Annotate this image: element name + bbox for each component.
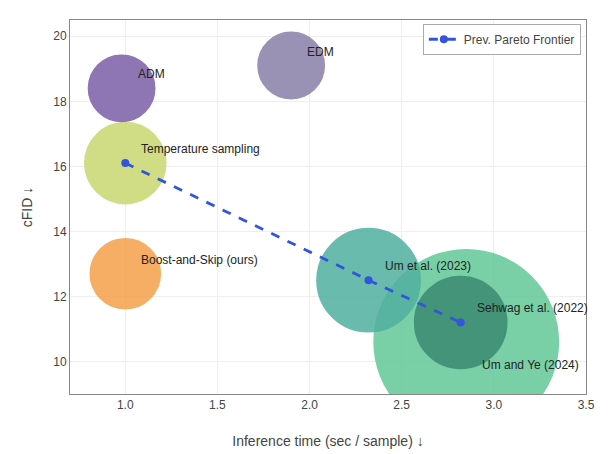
svg-text:Boost-and-Skip (ours): Boost-and-Skip (ours) xyxy=(141,253,258,267)
svg-text:1.0: 1.0 xyxy=(117,398,134,412)
svg-text:14: 14 xyxy=(53,225,67,239)
svg-text:3.5: 3.5 xyxy=(578,398,595,412)
svg-text:10: 10 xyxy=(53,355,67,369)
svg-text:16: 16 xyxy=(53,160,67,174)
svg-text:Um and Ye (2024): Um and Ye (2024) xyxy=(482,358,579,372)
svg-text:3.0: 3.0 xyxy=(486,398,503,412)
svg-text:EDM: EDM xyxy=(307,45,334,59)
svg-text:2.0: 2.0 xyxy=(301,398,318,412)
svg-text:Temperature sampling: Temperature sampling xyxy=(141,142,260,156)
svg-text:Inference time (sec / sample): Inference time (sec / sample) ↓ xyxy=(232,433,423,449)
svg-text:18: 18 xyxy=(53,95,67,109)
svg-text:Um et al. (2023): Um et al. (2023) xyxy=(385,259,471,273)
svg-text:12: 12 xyxy=(53,290,67,304)
svg-text:1.5: 1.5 xyxy=(209,398,226,412)
svg-text:Prev. Pareto Frontier: Prev. Pareto Frontier xyxy=(464,33,574,47)
svg-text:2.5: 2.5 xyxy=(393,398,410,412)
svg-text:ADM: ADM xyxy=(138,67,165,81)
svg-text:20: 20 xyxy=(53,29,67,43)
svg-text:cFID ↓: cFID ↓ xyxy=(19,187,35,227)
svg-text:Sehwag et al. (2022): Sehwag et al. (2022) xyxy=(477,301,588,315)
